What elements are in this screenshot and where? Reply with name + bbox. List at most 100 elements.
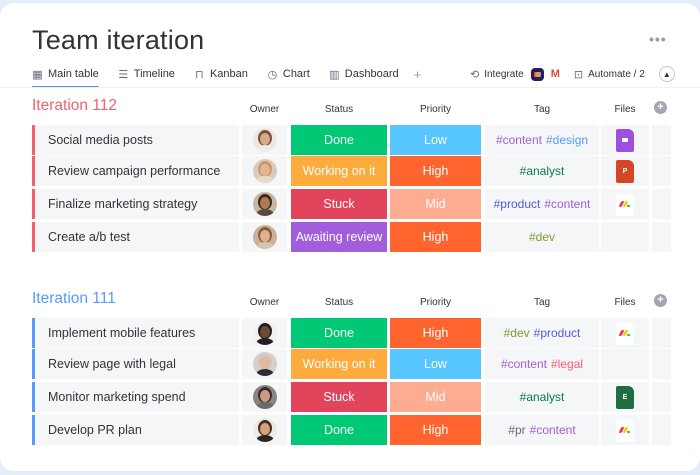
item-name-cell[interactable]: Develop PR plan xyxy=(32,415,239,445)
empty-column-cell[interactable] xyxy=(652,222,671,252)
empty-column-cell[interactable] xyxy=(652,382,671,412)
empty-column-cell[interactable] xyxy=(652,318,671,348)
item-name-cell[interactable]: Implement mobile features xyxy=(32,318,239,348)
table-row[interactable]: Social media posts Done Low #content #des… xyxy=(32,125,672,158)
tag-chip[interactable]: #product xyxy=(533,326,581,340)
tag-chip[interactable]: #dev xyxy=(503,326,530,340)
empty-column-cell[interactable] xyxy=(652,415,671,445)
tag-chip[interactable]: #design xyxy=(546,133,589,147)
tag-chip[interactable]: #dev xyxy=(528,230,556,244)
owner-cell[interactable] xyxy=(242,156,287,186)
files-cell[interactable] xyxy=(601,349,649,379)
tag-cell[interactable]: #pr #content xyxy=(485,415,599,445)
column-header-status[interactable]: Status xyxy=(324,297,354,308)
status-badge[interactable]: Done xyxy=(291,125,387,155)
table-row[interactable]: Finalize marketing strategy Stuck Mid #p… xyxy=(32,189,672,222)
tag-cell[interactable]: #analyst xyxy=(485,382,599,412)
owner-cell[interactable] xyxy=(242,222,287,252)
tag-cell[interactable]: #dev #product xyxy=(485,318,599,348)
collapse-header-button[interactable]: ▲ xyxy=(658,66,675,82)
status-badge[interactable]: Stuck xyxy=(291,382,387,412)
column-header-priority[interactable]: Priority xyxy=(419,104,452,115)
empty-column-cell[interactable] xyxy=(652,189,671,219)
add-column-button[interactable]: + xyxy=(654,101,667,114)
more-options-button[interactable]: ••• xyxy=(649,31,667,47)
owner-cell[interactable] xyxy=(242,415,287,445)
empty-column-cell[interactable] xyxy=(652,156,671,186)
tag-chip[interactable]: #content xyxy=(500,357,547,371)
status-badge[interactable]: Done xyxy=(291,318,387,348)
status-badge[interactable]: Awaiting review xyxy=(291,222,387,252)
table-row[interactable]: Review page with legal Working on it Low… xyxy=(32,349,672,382)
column-header-tag[interactable]: Tag xyxy=(533,104,551,115)
tag-chip[interactable]: #legal xyxy=(551,357,584,371)
monday-file-icon[interactable] xyxy=(616,418,634,442)
tag-cell[interactable]: #product #content xyxy=(485,189,599,219)
files-cell[interactable] xyxy=(601,318,649,348)
tag-chip[interactable]: #content xyxy=(495,133,542,147)
tag-cell[interactable]: #content #design xyxy=(485,125,599,155)
item-name-cell[interactable]: Review page with legal xyxy=(32,349,239,379)
files-cell[interactable]: E xyxy=(601,382,649,412)
tag-chip[interactable]: #analyst xyxy=(519,164,565,178)
table-row[interactable]: Implement mobile features Done High #dev… xyxy=(32,318,672,351)
tag-cell[interactable]: #dev xyxy=(485,222,599,252)
column-header-files[interactable]: Files xyxy=(614,297,636,308)
table-row[interactable]: Develop PR plan Done High #pr #content xyxy=(32,415,672,448)
tag-cell[interactable]: #content #legal xyxy=(485,349,599,379)
item-name-cell[interactable]: Monitor marketing spend xyxy=(32,382,239,412)
tab-kanban[interactable]: ⊓ Kanban xyxy=(194,63,248,85)
owner-cell[interactable] xyxy=(242,318,287,348)
monday-file-icon[interactable] xyxy=(616,321,634,345)
files-cell[interactable]: P xyxy=(601,156,649,186)
add-column-button[interactable]: + xyxy=(654,294,667,307)
item-name-cell[interactable]: Create a/b test xyxy=(32,222,239,252)
priority-badge[interactable]: Low xyxy=(390,349,481,379)
tag-chip[interactable]: #content xyxy=(544,197,591,211)
group-title[interactable]: Iteration 112 xyxy=(32,97,118,114)
table-row[interactable]: Create a/b test Awaiting review High #de… xyxy=(32,222,672,255)
column-header-files[interactable]: Files xyxy=(614,104,636,115)
group-title[interactable]: Iteration 111 xyxy=(32,290,116,307)
tab-chart[interactable]: ◷ Chart xyxy=(267,63,310,85)
empty-column-cell[interactable] xyxy=(652,349,671,379)
item-name-cell[interactable]: Review campaign performance xyxy=(32,156,239,186)
table-row[interactable]: Monitor marketing spend Stuck Mid #analy… xyxy=(32,382,672,415)
priority-badge[interactable]: Mid xyxy=(390,382,481,412)
table-row[interactable]: Review campaign performance Working on i… xyxy=(32,156,672,189)
video-file-icon[interactable] xyxy=(616,128,634,152)
monday-file-icon[interactable] xyxy=(616,192,634,216)
priority-badge[interactable]: High xyxy=(390,318,481,348)
column-header-owner[interactable]: Owner xyxy=(249,104,280,115)
tag-chip[interactable]: #analyst xyxy=(519,390,565,404)
priority-badge[interactable]: Low xyxy=(390,125,481,155)
item-name-cell[interactable]: Finalize marketing strategy xyxy=(32,189,239,219)
tag-chip[interactable]: #pr xyxy=(508,423,526,437)
priority-badge[interactable]: Mid xyxy=(390,189,481,219)
tab-timeline[interactable]: ☰ Timeline xyxy=(118,63,175,85)
tab-main-table[interactable]: ▦ Main table xyxy=(32,63,99,88)
add-view-button[interactable]: + xyxy=(413,66,422,82)
owner-cell[interactable] xyxy=(242,189,287,219)
owner-cell[interactable] xyxy=(242,349,287,379)
status-badge[interactable]: Stuck xyxy=(291,189,387,219)
priority-badge[interactable]: High xyxy=(390,156,481,186)
column-header-status[interactable]: Status xyxy=(324,104,354,115)
status-badge[interactable]: Working on it xyxy=(291,349,387,379)
files-cell[interactable] xyxy=(601,222,649,252)
column-header-priority[interactable]: Priority xyxy=(419,297,452,308)
files-cell[interactable] xyxy=(601,415,649,445)
owner-cell[interactable] xyxy=(242,125,287,155)
column-header-owner[interactable]: Owner xyxy=(249,297,280,308)
tag-chip[interactable]: #product xyxy=(493,197,541,211)
powerpoint-file-icon[interactable]: P xyxy=(616,159,634,183)
status-badge[interactable]: Done xyxy=(291,415,387,445)
owner-cell[interactable] xyxy=(242,382,287,412)
excel-file-icon[interactable]: E xyxy=(616,385,634,409)
priority-badge[interactable]: High xyxy=(390,415,481,445)
priority-badge[interactable]: High xyxy=(390,222,481,252)
tab-dashboard[interactable]: ▥ Dashboard xyxy=(329,63,399,85)
status-badge[interactable]: Working on it xyxy=(291,156,387,186)
item-name-cell[interactable]: Social media posts xyxy=(32,125,239,155)
integrate-button[interactable]: ⟲ Integrate M xyxy=(470,67,560,81)
